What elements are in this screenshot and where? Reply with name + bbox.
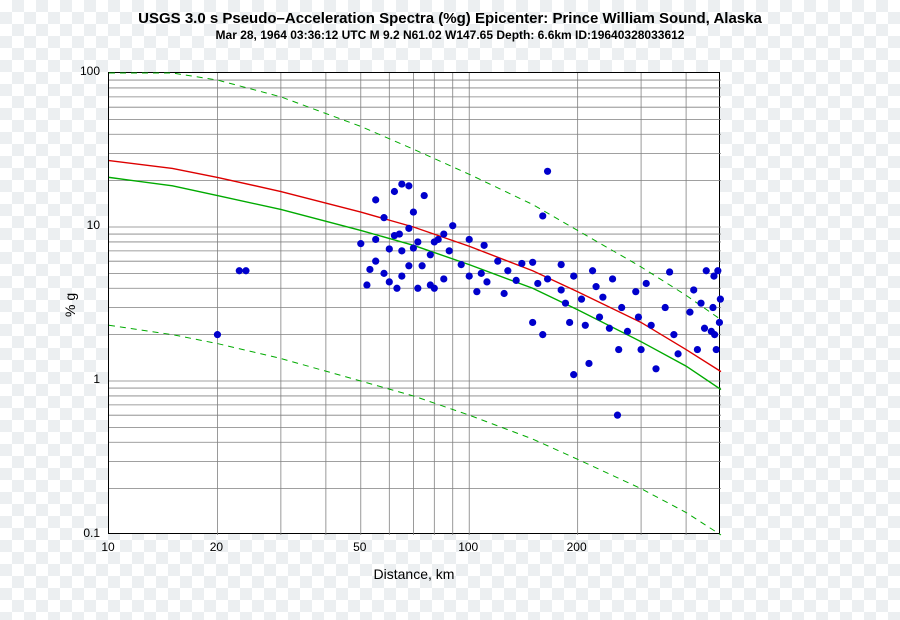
plot-svg bbox=[109, 73, 721, 535]
y-tick-label: 100 bbox=[80, 64, 100, 78]
chart-stage: USGS 3.0 s Pseudo–Acceleration Spectra (… bbox=[0, 0, 900, 620]
x-tick-label: 200 bbox=[562, 540, 592, 554]
y-tick-label: 10 bbox=[87, 218, 100, 232]
chart-title: USGS 3.0 s Pseudo–Acceleration Spectra (… bbox=[0, 10, 900, 27]
x-axis-label: Distance, km bbox=[108, 566, 720, 582]
x-tick-label: 10 bbox=[93, 540, 123, 554]
x-tick-label: 20 bbox=[201, 540, 231, 554]
y-tick-label: 1 bbox=[93, 372, 100, 386]
y-axis-label: % g bbox=[62, 293, 78, 317]
x-tick-label: 100 bbox=[453, 540, 483, 554]
x-tick-label: 50 bbox=[345, 540, 375, 554]
y-tick-label: 0.1 bbox=[83, 526, 100, 540]
plot-area bbox=[108, 72, 720, 534]
chart-subtitle: Mar 28, 1964 03:36:12 UTC M 9.2 N61.02 W… bbox=[0, 28, 900, 42]
